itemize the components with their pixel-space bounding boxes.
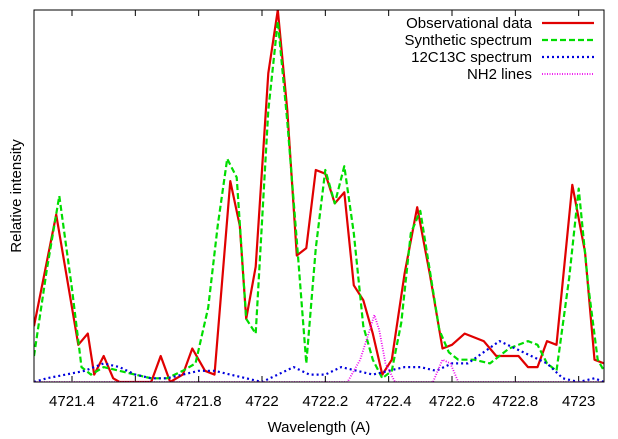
x-ticks: 4721.4 4721.6 4721.8 4722 4722.2 4722.4 4722.6… <box>49 10 595 410</box>
legend-label: 12C13C spectrum <box>411 49 532 66</box>
legend-label: Synthetic spectrum <box>404 32 532 49</box>
x-tick-label: 4721.4 <box>49 393 95 410</box>
x-tick-label: 4723 <box>562 393 595 410</box>
legend-label: NH2 lines <box>467 66 532 83</box>
x-tick-label: 4722 <box>245 393 278 410</box>
x-axis-title: Wavelength (A) <box>268 419 371 436</box>
legend-label: Observational data <box>406 15 533 32</box>
plot-frame <box>33 9 605 383</box>
series-line-2 <box>34 20 604 380</box>
y-axis-title: Relative intensity <box>8 139 25 253</box>
x-tick-label: 4722.8 <box>492 393 538 410</box>
x-tick-label: 4722.2 <box>302 393 348 410</box>
x-tick-label: 4721.8 <box>176 393 222 410</box>
series-line-3 <box>34 340 604 382</box>
x-tick-label: 4722.4 <box>366 393 412 410</box>
x-tick-label: 4721.6 <box>112 393 158 410</box>
series-layer <box>34 10 604 382</box>
series-line-4 <box>34 314 604 382</box>
x-tick-label: 4722.6 <box>429 393 475 410</box>
